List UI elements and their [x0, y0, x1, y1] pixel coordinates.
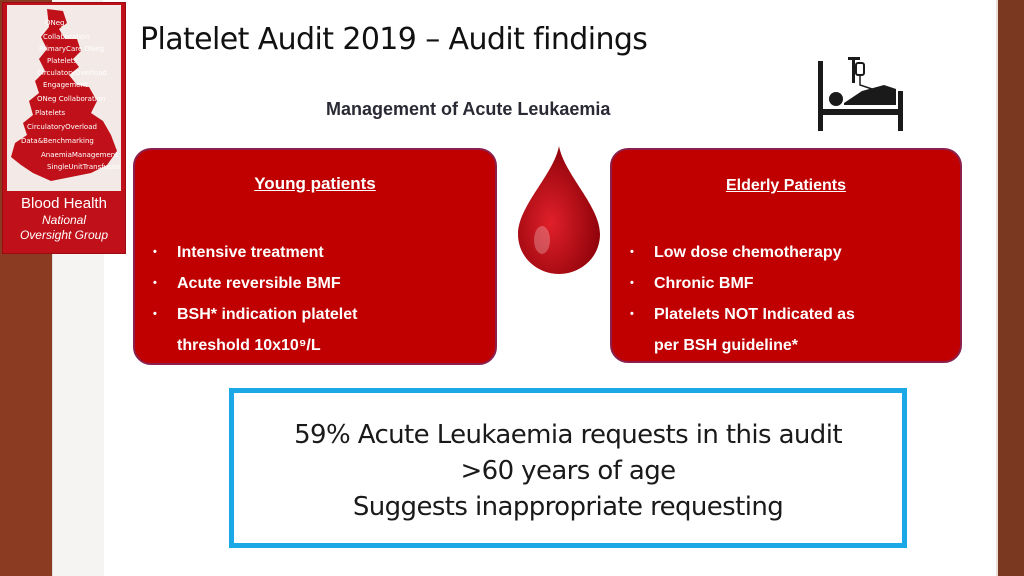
bullet-icon: • [153, 308, 157, 320]
svg-text:Platelets: Platelets [35, 109, 66, 117]
bullet-icon: • [630, 308, 634, 320]
logo-line-2: National [41, 213, 87, 227]
list-item-continuation: per BSH guideline* [630, 330, 855, 361]
svg-text:Platelets: Platelets [47, 57, 78, 65]
logo-line-1: Blood Health [21, 195, 107, 212]
callout-line-3: Suggests inappropriate requesting [352, 492, 784, 522]
callout-text: 59% Acute Leukaemia requests in this aud… [234, 417, 902, 525]
young-patients-heading: Young patients [254, 174, 376, 193]
list-item-text: per BSH guideline* [654, 337, 799, 354]
svg-text:Data&Benchmarking: Data&Benchmarking [21, 137, 94, 145]
left-panel [52, 250, 104, 576]
page-title: Platelet Audit 2019 – Audit findings [140, 22, 648, 57]
list-item-text: BSH* indication platelet [177, 306, 358, 323]
svg-text:SingleUnitTransfusion: SingleUnitTransfusion [47, 163, 121, 171]
list-item: • BSH* indication platelet [153, 299, 357, 330]
svg-text:Engagement: Engagement [43, 81, 88, 89]
elderly-patients-card: Elderly Patients • Low dose chemotherapy … [610, 148, 962, 363]
list-item-text: threshold 10x10⁹/L [177, 337, 321, 354]
logo-line-3: Oversight Group [19, 228, 109, 242]
svg-text:Collaboration: Collaboration [43, 33, 90, 41]
svg-text:AnaemiaManagement: AnaemiaManagement [41, 151, 118, 159]
list-item: • Intensive treatment [153, 237, 357, 268]
list-item-text: Platelets NOT Indicated as [654, 306, 855, 323]
page-subtitle: Management of Acute Leukaemia [326, 99, 611, 119]
svg-text:ONeg Collaboration: ONeg Collaboration [37, 95, 105, 103]
right-stripe [998, 0, 1024, 576]
audit-finding-callout: 59% Acute Leukaemia requests in this aud… [229, 388, 907, 548]
bhnog-logo: ONeg Collaboration PrimaryCare ONeg Plat… [2, 2, 126, 254]
logo-caption: Blood Health National Oversight Group [3, 195, 125, 243]
list-item: • Acute reversible BMF [153, 268, 357, 299]
list-item-text: Low dose chemotherapy [654, 244, 842, 261]
right-divider [996, 0, 998, 576]
young-patients-card: Young patients • Intensive treatment • Acu… [133, 148, 497, 365]
list-item-text: Chronic BMF [654, 275, 754, 292]
bullet-icon: • [630, 277, 634, 289]
elderly-patients-list: • Low dose chemotherapy • Chronic BMF • Pla… [630, 237, 855, 361]
hospital-bed-icon [818, 57, 903, 131]
callout-line-1: 59% Acute Leukaemia requests in this aud… [294, 420, 842, 450]
svg-text:CirculatoryOverload: CirculatoryOverload [37, 69, 107, 77]
bullet-icon: • [630, 246, 634, 258]
blood-drop-icon [518, 146, 600, 274]
svg-text:CirculatoryOverload: CirculatoryOverload [27, 123, 97, 131]
svg-text:PrimaryCare ONeg: PrimaryCare ONeg [39, 45, 104, 53]
list-item: • Platelets NOT Indicated as [630, 299, 855, 330]
young-patients-list: • Intensive treatment • Acute reversible B… [153, 237, 357, 361]
list-item: • Chronic BMF [630, 268, 855, 299]
list-item-text: Acute reversible BMF [177, 275, 341, 292]
bullet-icon: • [153, 277, 157, 289]
list-item: • Low dose chemotherapy [630, 237, 855, 268]
callout-line-2: >60 years of age [460, 456, 676, 486]
svg-text:ONeg: ONeg [45, 19, 65, 27]
list-item-text: Intensive treatment [177, 244, 324, 261]
wales-word-cloud-map: ONeg Collaboration PrimaryCare ONeg Plat… [7, 5, 122, 191]
elderly-patients-heading: Elderly Patients [725, 177, 847, 194]
list-item-continuation: threshold 10x10⁹/L [153, 330, 357, 361]
bullet-icon: • [153, 246, 157, 258]
